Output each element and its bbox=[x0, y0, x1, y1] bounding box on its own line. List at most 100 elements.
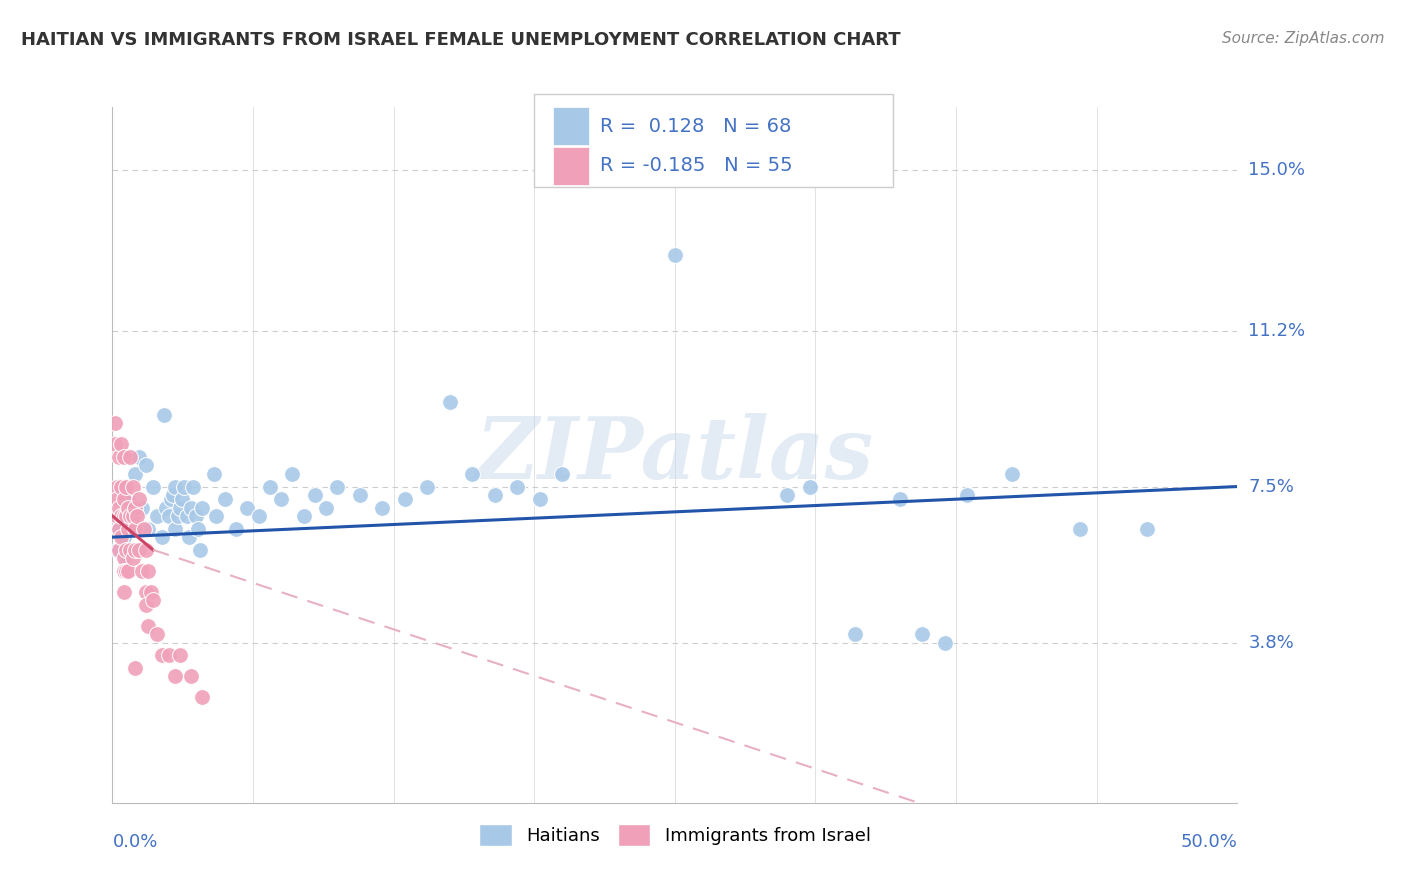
Point bbox=[138, 618, 160, 632]
Text: HAITIAN VS IMMIGRANTS FROM ISRAEL FEMALE UNEMPLOYMENT CORRELATION CHART: HAITIAN VS IMMIGRANTS FROM ISRAEL FEMALE… bbox=[21, 31, 901, 49]
Point bbox=[138, 522, 160, 536]
Point bbox=[135, 542, 157, 557]
Point bbox=[225, 522, 247, 536]
Point bbox=[117, 500, 139, 515]
Point bbox=[911, 627, 934, 641]
Point bbox=[135, 458, 157, 473]
Point bbox=[110, 509, 132, 524]
Point bbox=[124, 500, 146, 515]
Point bbox=[461, 467, 484, 481]
Point bbox=[112, 450, 135, 464]
Point bbox=[115, 542, 138, 557]
Point bbox=[120, 542, 142, 557]
Point bbox=[146, 509, 169, 524]
Point bbox=[506, 479, 529, 493]
Point bbox=[124, 522, 146, 536]
Point bbox=[115, 479, 138, 493]
Point bbox=[157, 509, 180, 524]
Point bbox=[165, 522, 187, 536]
Point bbox=[236, 500, 259, 515]
Point bbox=[326, 479, 349, 493]
Point bbox=[166, 509, 188, 524]
Point bbox=[142, 593, 165, 607]
Point bbox=[105, 479, 128, 493]
Point bbox=[281, 467, 304, 481]
Point bbox=[131, 564, 153, 578]
Point bbox=[110, 437, 132, 451]
Point bbox=[135, 598, 157, 612]
Point bbox=[160, 492, 183, 507]
Text: R = -0.185   N = 55: R = -0.185 N = 55 bbox=[600, 156, 793, 176]
Point bbox=[1136, 522, 1159, 536]
Point bbox=[172, 492, 194, 507]
Point bbox=[110, 479, 132, 493]
Point bbox=[184, 509, 207, 524]
Point bbox=[150, 530, 173, 544]
Point bbox=[1001, 467, 1024, 481]
Point bbox=[165, 479, 187, 493]
Y-axis label: Female Unemployment: Female Unemployment bbox=[0, 351, 8, 559]
Point bbox=[165, 669, 187, 683]
Point bbox=[115, 509, 138, 524]
Point bbox=[115, 564, 138, 578]
Point bbox=[112, 492, 135, 507]
Point bbox=[1069, 522, 1091, 536]
Point bbox=[191, 690, 214, 705]
Point bbox=[157, 648, 180, 663]
Point bbox=[162, 488, 184, 502]
Point bbox=[191, 500, 214, 515]
Point bbox=[187, 522, 209, 536]
Text: 0.0%: 0.0% bbox=[112, 833, 157, 851]
Point bbox=[112, 551, 135, 566]
Point bbox=[110, 509, 132, 524]
Point bbox=[776, 488, 799, 502]
Point bbox=[315, 500, 337, 515]
Point bbox=[120, 509, 142, 524]
Point bbox=[105, 509, 128, 524]
Point bbox=[108, 522, 131, 536]
Point bbox=[484, 488, 506, 502]
Point bbox=[304, 488, 326, 502]
Point bbox=[799, 479, 821, 493]
Point bbox=[176, 509, 198, 524]
Legend: Haitians, Immigrants from Israel: Haitians, Immigrants from Israel bbox=[472, 816, 877, 853]
Point bbox=[173, 479, 195, 493]
Point bbox=[259, 479, 281, 493]
Point bbox=[120, 450, 142, 464]
Point bbox=[108, 450, 131, 464]
Point bbox=[146, 627, 169, 641]
Text: 3.8%: 3.8% bbox=[1249, 633, 1294, 651]
Point bbox=[180, 669, 202, 683]
Point bbox=[439, 395, 461, 409]
Point bbox=[124, 661, 146, 675]
Point bbox=[292, 509, 315, 524]
Point bbox=[124, 542, 146, 557]
Text: Source: ZipAtlas.com: Source: ZipAtlas.com bbox=[1222, 31, 1385, 46]
Point bbox=[551, 467, 574, 481]
Point bbox=[349, 488, 371, 502]
Point bbox=[120, 522, 142, 536]
Point bbox=[105, 492, 128, 507]
Point bbox=[177, 530, 200, 544]
Point bbox=[117, 492, 139, 507]
Text: 7.5%: 7.5% bbox=[1249, 477, 1295, 496]
Point bbox=[117, 522, 139, 536]
Point bbox=[270, 492, 292, 507]
Point bbox=[127, 509, 149, 524]
Point bbox=[112, 585, 135, 599]
Point bbox=[112, 564, 135, 578]
Point bbox=[104, 437, 127, 451]
Point bbox=[135, 585, 157, 599]
Point bbox=[169, 500, 191, 515]
Point bbox=[108, 542, 131, 557]
Text: 50.0%: 50.0% bbox=[1181, 833, 1237, 851]
Point bbox=[108, 500, 131, 515]
Point bbox=[139, 585, 162, 599]
Point bbox=[247, 509, 270, 524]
Point bbox=[104, 417, 127, 431]
Point bbox=[153, 408, 176, 422]
Text: 11.2%: 11.2% bbox=[1249, 321, 1306, 340]
Point bbox=[121, 479, 143, 493]
Point bbox=[169, 648, 191, 663]
Point bbox=[150, 648, 173, 663]
